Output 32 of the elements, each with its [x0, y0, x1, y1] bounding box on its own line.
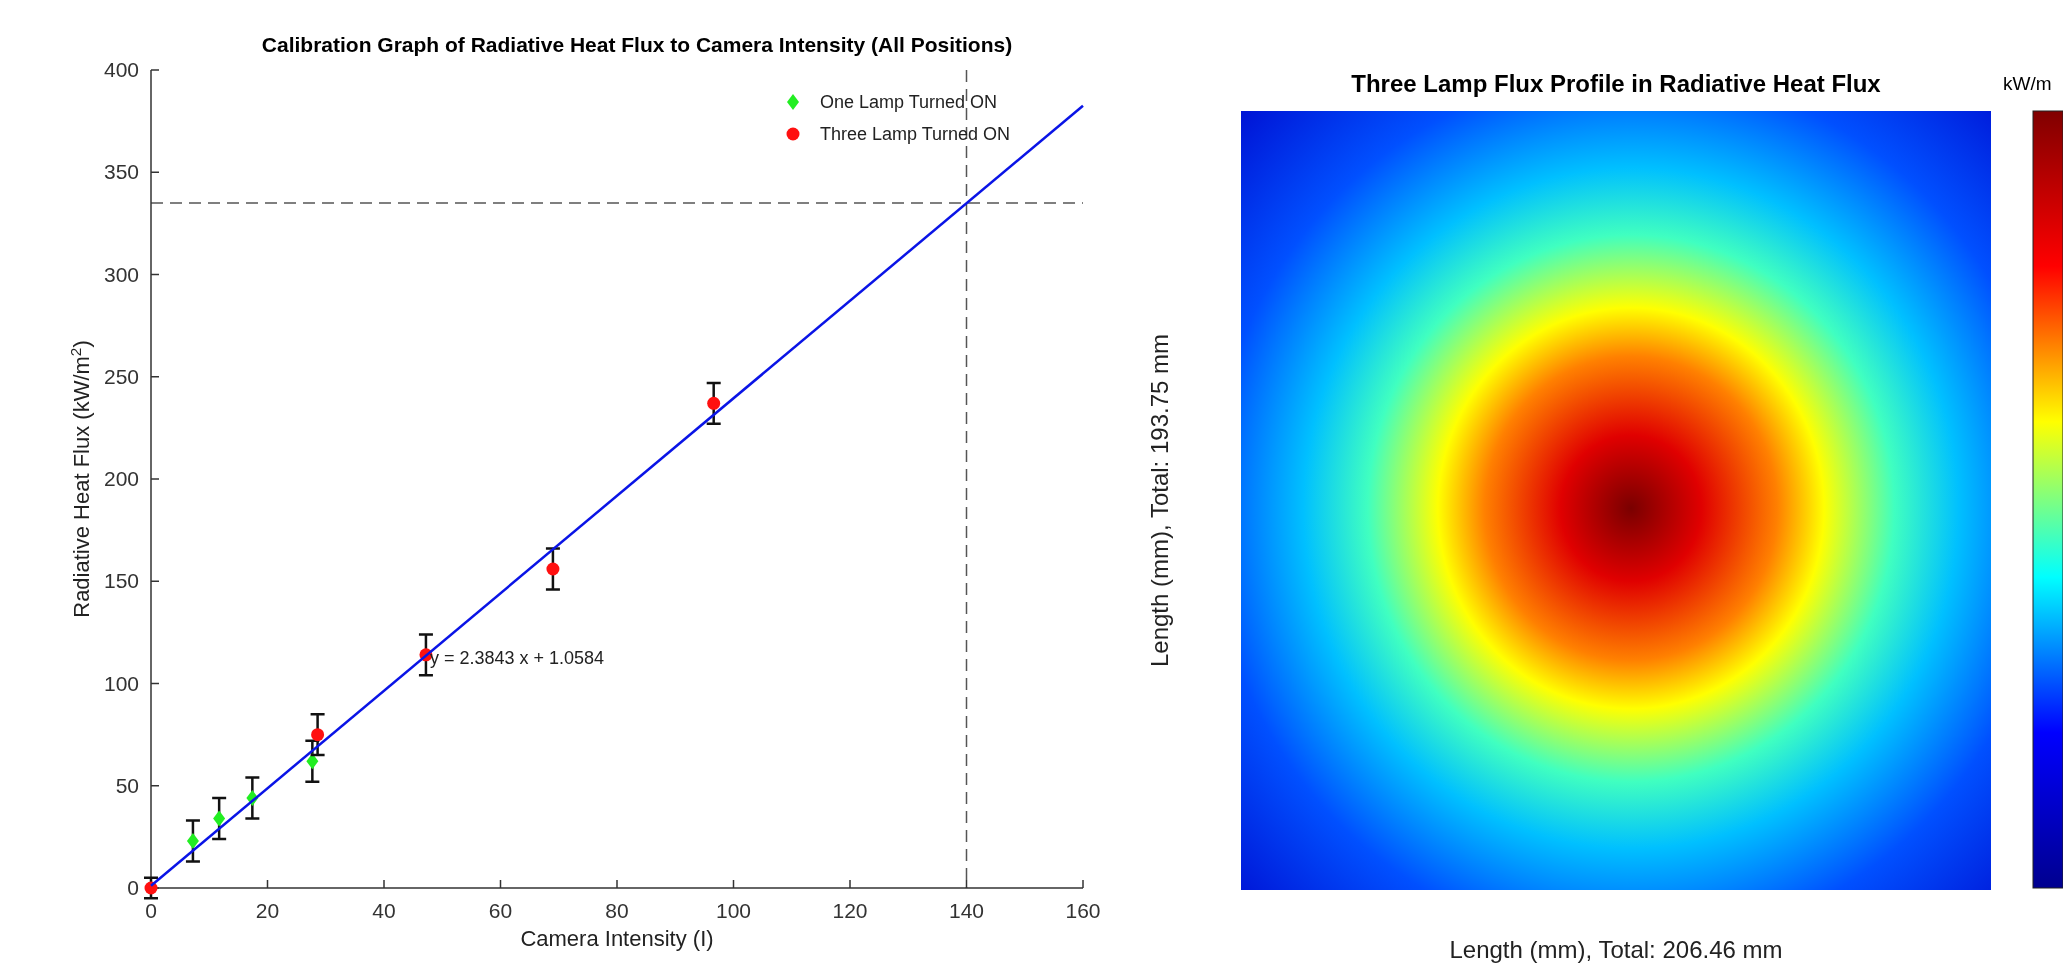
y-tick-label: 400 [103, 58, 139, 81]
point [311, 728, 325, 742]
point [546, 562, 560, 576]
x-tick-label: 20 [255, 899, 280, 922]
y-tick-label: 250 [103, 364, 139, 388]
x-tick-label: 120 [832, 899, 868, 922]
y-tick-label: 150 [103, 569, 139, 593]
point [213, 810, 226, 827]
color-bar-title: kW/m [2003, 73, 2052, 94]
y-tick-label: 50 [115, 773, 139, 797]
text: Length (mm), Total: 193.75 mm [1146, 333, 1173, 668]
x-tick-label: 0 [145, 899, 157, 922]
x-tick-label: 60 [488, 899, 513, 922]
x-tick-label: 40 [372, 899, 396, 922]
y-tick-label: 300 [103, 262, 139, 286]
annotation: y = 2.3843 x + 1.0584 [429, 647, 605, 668]
point [707, 396, 721, 410]
text: Length (mm), Total: 206.46 mm [1449, 936, 1783, 963]
x-tick-label: 160 [1065, 899, 1101, 922]
chart-title: Calibration Graph of Radiative Heat Flux to Camera Intensity (All Positions) [261, 33, 1013, 56]
y-tick-label: 100 [103, 671, 139, 695]
legend-label: One Lamp Turned ON [820, 92, 998, 112]
x-tick-label: 100 [715, 899, 752, 922]
y-tick-label: 0 [127, 876, 139, 899]
text: Three Lamp Flux Profile in Radiative Heat Flux [1351, 70, 1882, 97]
x-tick-label: 80 [605, 899, 629, 922]
x-axis-title: Camera Intensity (I) [520, 926, 714, 951]
y-tick-label: 200 [103, 467, 139, 490]
y-tick-label: 350 [103, 160, 139, 184]
x-tick-label: 140 [948, 899, 985, 922]
point [306, 753, 319, 770]
point [186, 832, 199, 849]
